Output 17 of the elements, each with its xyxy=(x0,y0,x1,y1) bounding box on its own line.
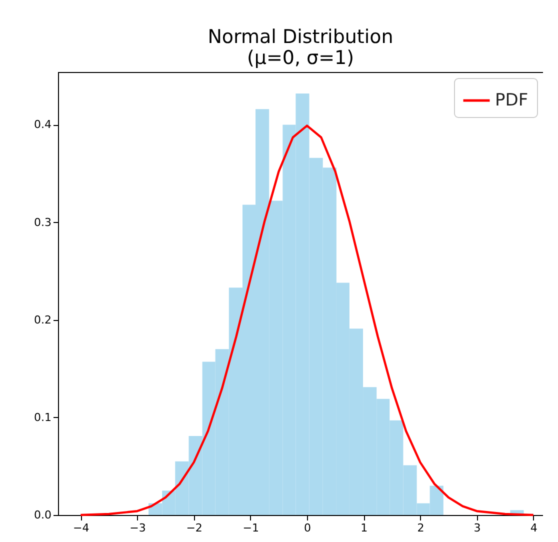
x-tick-label: −4 xyxy=(73,522,90,534)
x-tick-label: 1 xyxy=(360,522,368,534)
x-tick-label: 3 xyxy=(474,522,481,534)
x-tick-label: −1 xyxy=(242,522,260,534)
x-tick-label: 0 xyxy=(304,522,312,534)
chart-title: Normal Distribution (μ=0, σ=1) xyxy=(208,26,394,69)
y-tick-label: 0.4 xyxy=(34,118,52,132)
x-tick-label: 4 xyxy=(530,522,538,534)
x-tick-label: −2 xyxy=(186,522,202,534)
line-series xyxy=(80,124,534,516)
x-tick-label: −3 xyxy=(130,522,146,534)
legend-label: PDF xyxy=(495,90,528,110)
x-tick-label: 2 xyxy=(417,522,424,534)
y-tick-label: 0.1 xyxy=(34,410,52,424)
y-tick-label: 0.3 xyxy=(34,216,52,229)
y-tick-label: 0.0 xyxy=(34,508,52,522)
y-tick-label: 0.2 xyxy=(34,313,52,326)
